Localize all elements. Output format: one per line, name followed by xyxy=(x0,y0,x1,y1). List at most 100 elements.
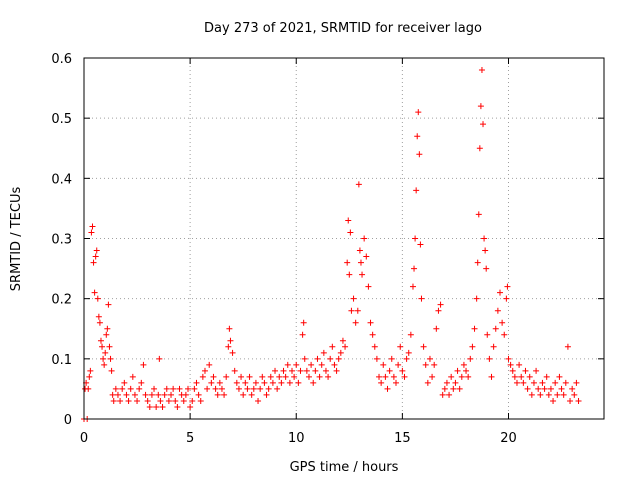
data-point xyxy=(227,337,234,344)
data-point xyxy=(107,355,114,362)
data-point xyxy=(347,229,354,236)
x-tick-label: 0 xyxy=(80,431,88,446)
data-point xyxy=(221,391,228,398)
data-point xyxy=(413,187,420,194)
data-point xyxy=(382,373,389,380)
data-point xyxy=(505,355,512,362)
x-axis-label: GPS time / hours xyxy=(290,460,399,475)
data-point xyxy=(465,373,472,380)
data-point xyxy=(359,271,366,278)
data-point xyxy=(467,355,474,362)
data-point xyxy=(388,355,395,362)
data-point xyxy=(148,391,155,398)
data-point xyxy=(463,367,470,374)
data-point xyxy=(541,385,548,392)
data-point xyxy=(201,367,208,374)
data-point xyxy=(380,361,387,368)
data-point xyxy=(303,367,310,374)
data-point xyxy=(547,385,554,392)
data-point xyxy=(474,259,481,266)
data-point xyxy=(346,271,353,278)
data-point xyxy=(420,343,427,350)
data-point xyxy=(354,307,361,314)
data-point xyxy=(114,391,121,398)
data-point xyxy=(106,343,113,350)
data-point xyxy=(119,385,126,392)
data-point xyxy=(214,391,221,398)
data-point xyxy=(371,343,378,350)
data-point xyxy=(355,181,362,188)
data-point xyxy=(229,349,236,356)
data-point xyxy=(267,373,274,380)
data-point xyxy=(325,373,332,380)
data-point xyxy=(412,235,419,242)
data-point xyxy=(456,385,463,392)
data-point xyxy=(416,151,423,158)
data-point xyxy=(443,379,450,386)
data-point xyxy=(533,367,540,374)
data-point xyxy=(305,373,312,380)
data-point xyxy=(384,385,391,392)
data-point xyxy=(242,379,249,386)
x-tick-label: 20 xyxy=(500,431,517,446)
data-point xyxy=(127,385,134,392)
data-point xyxy=(411,265,418,272)
data-point xyxy=(193,379,200,386)
data-point xyxy=(484,331,491,338)
data-point xyxy=(259,373,266,380)
data-point xyxy=(554,391,561,398)
data-point xyxy=(335,355,342,362)
data-point xyxy=(180,397,187,404)
data-point xyxy=(509,367,516,374)
data-point xyxy=(545,391,552,398)
grid-lines xyxy=(84,57,604,419)
data-point xyxy=(90,259,97,266)
data-point xyxy=(265,385,272,392)
data-point xyxy=(86,373,93,380)
data-point xyxy=(564,343,571,350)
data-point xyxy=(395,361,402,368)
data-point xyxy=(278,379,285,386)
data-point xyxy=(142,391,149,398)
y-tick-label: 0.2 xyxy=(51,293,72,308)
data-point xyxy=(376,373,383,380)
data-point xyxy=(299,331,306,338)
data-point xyxy=(337,349,344,356)
data-point xyxy=(339,337,346,344)
data-point xyxy=(300,319,307,326)
data-point xyxy=(367,319,374,326)
data-point xyxy=(469,343,476,350)
data-point xyxy=(417,241,424,248)
data-point xyxy=(320,349,327,356)
data-point xyxy=(530,379,537,386)
data-point xyxy=(257,385,264,392)
data-point xyxy=(269,379,276,386)
data-point xyxy=(431,361,438,368)
data-point xyxy=(573,379,580,386)
data-point xyxy=(476,145,483,152)
data-point xyxy=(424,379,431,386)
data-point xyxy=(94,295,101,302)
data-point xyxy=(185,385,191,392)
y-tick-label: 0 xyxy=(64,413,72,428)
data-point xyxy=(535,385,542,392)
data-point xyxy=(452,379,459,386)
data-point xyxy=(108,367,115,374)
data-point xyxy=(301,355,308,362)
data-point xyxy=(156,355,163,362)
data-point xyxy=(481,235,488,242)
data-point xyxy=(174,403,181,410)
data-point xyxy=(100,355,107,362)
data-point xyxy=(528,391,535,398)
data-point xyxy=(550,397,557,404)
data-point xyxy=(282,373,289,380)
data-point xyxy=(480,121,487,128)
data-point xyxy=(361,235,368,242)
data-point xyxy=(560,391,567,398)
data-point xyxy=(144,397,151,404)
data-point xyxy=(208,379,215,386)
data-point xyxy=(473,295,480,302)
data-point xyxy=(397,343,404,350)
data-point xyxy=(567,397,574,404)
